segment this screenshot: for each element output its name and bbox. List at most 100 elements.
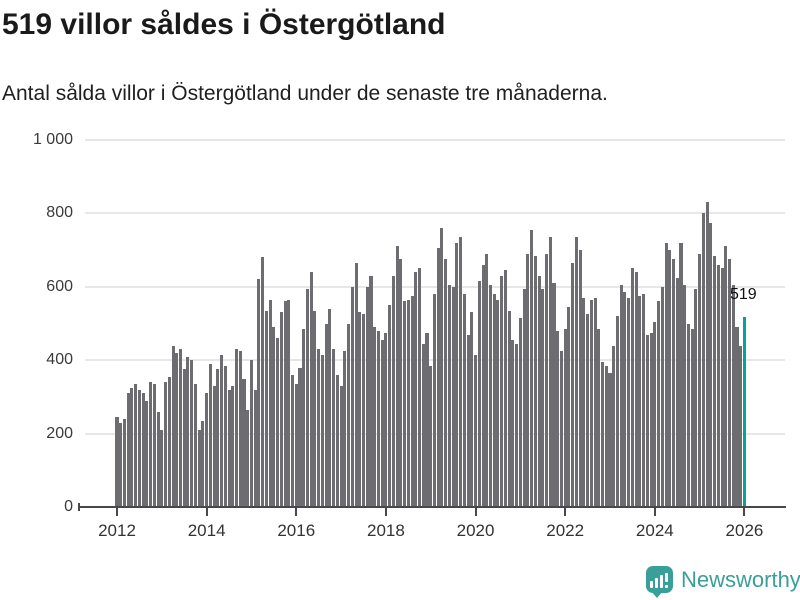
x-axis-label: 2014 xyxy=(187,521,226,540)
bar xyxy=(324,323,328,507)
y-axis-label: 200 xyxy=(46,424,73,442)
bar xyxy=(384,332,388,507)
bar xyxy=(630,268,634,507)
bar xyxy=(347,323,351,507)
bar xyxy=(216,369,220,507)
bar xyxy=(436,248,440,507)
bar xyxy=(317,349,321,507)
bar xyxy=(328,308,332,507)
bar xyxy=(582,297,586,507)
bar xyxy=(701,213,705,507)
bar xyxy=(739,345,743,507)
bar xyxy=(201,420,205,507)
bar xyxy=(488,284,493,507)
bar xyxy=(145,400,149,507)
bar xyxy=(242,378,246,507)
bar xyxy=(462,294,466,507)
y-axis-label: 400 xyxy=(46,351,73,369)
bar xyxy=(369,275,373,507)
bar xyxy=(485,253,489,507)
bar xyxy=(503,270,507,507)
bar xyxy=(627,297,631,507)
x-axis-label: 2026 xyxy=(725,521,764,540)
bar xyxy=(403,301,407,507)
bar xyxy=(694,288,698,507)
highlighted-bar xyxy=(742,316,746,507)
bar xyxy=(735,327,739,507)
x-axis-tick-2016 xyxy=(295,508,298,516)
x-axis-label: 2018 xyxy=(366,521,405,540)
bar xyxy=(683,284,687,507)
bar xyxy=(414,272,418,507)
chart-title: 519 villor såldes i Östergötland xyxy=(2,8,446,41)
bar xyxy=(261,257,265,507)
bar xyxy=(178,349,183,507)
bar xyxy=(492,294,496,507)
bar xyxy=(709,222,713,507)
bar xyxy=(257,279,261,507)
bar xyxy=(444,259,448,507)
bar xyxy=(720,268,724,507)
bar xyxy=(690,329,694,507)
bar xyxy=(522,288,526,507)
bar xyxy=(171,345,175,507)
bar xyxy=(160,429,164,507)
x-axis-tick-2014 xyxy=(205,508,208,516)
x-axis-tick-2018 xyxy=(384,508,387,516)
bar xyxy=(354,262,358,507)
bar xyxy=(227,389,231,507)
bar xyxy=(440,228,444,507)
bar xyxy=(545,253,549,507)
bar xyxy=(376,330,380,507)
bar xyxy=(586,314,590,507)
bar xyxy=(164,382,168,507)
bar xyxy=(238,351,242,507)
bar xyxy=(291,374,295,507)
bar xyxy=(574,237,578,507)
bar xyxy=(410,295,414,507)
bar xyxy=(601,362,605,507)
bar xyxy=(698,253,702,507)
bar xyxy=(309,272,313,507)
bar xyxy=(455,242,459,507)
bar xyxy=(511,340,515,507)
bar xyxy=(339,385,343,507)
bar xyxy=(182,369,186,507)
y-axis-label: 800 xyxy=(46,204,73,222)
bar xyxy=(645,334,649,507)
bar xyxy=(197,429,201,507)
y-axis-label: 1 000 xyxy=(32,131,73,148)
gridline-y-600 xyxy=(85,285,785,288)
bar xyxy=(272,327,276,507)
last-value-label: 519 xyxy=(730,286,757,303)
bar xyxy=(451,286,455,507)
bar xyxy=(500,275,504,507)
bar xyxy=(373,327,377,507)
bar xyxy=(664,242,668,507)
bar xyxy=(563,329,567,507)
bar xyxy=(671,259,676,507)
bar xyxy=(589,299,593,507)
x-axis-label: 2012 xyxy=(98,521,136,540)
bar xyxy=(459,237,463,507)
bar xyxy=(126,393,130,507)
bar xyxy=(481,264,485,507)
bar xyxy=(268,299,272,507)
bar xyxy=(612,345,616,507)
bar xyxy=(141,393,145,507)
bar xyxy=(223,365,227,507)
x-axis-label: 2022 xyxy=(546,521,585,540)
bar xyxy=(149,382,153,507)
bar xyxy=(679,242,683,507)
bar xyxy=(279,312,283,507)
bar xyxy=(642,294,646,507)
bar xyxy=(686,323,690,507)
bar xyxy=(332,349,336,507)
bar xyxy=(597,329,601,507)
bar xyxy=(541,288,545,507)
logo-bar-glyph xyxy=(650,573,669,588)
bar xyxy=(343,351,347,507)
bar xyxy=(115,417,119,507)
